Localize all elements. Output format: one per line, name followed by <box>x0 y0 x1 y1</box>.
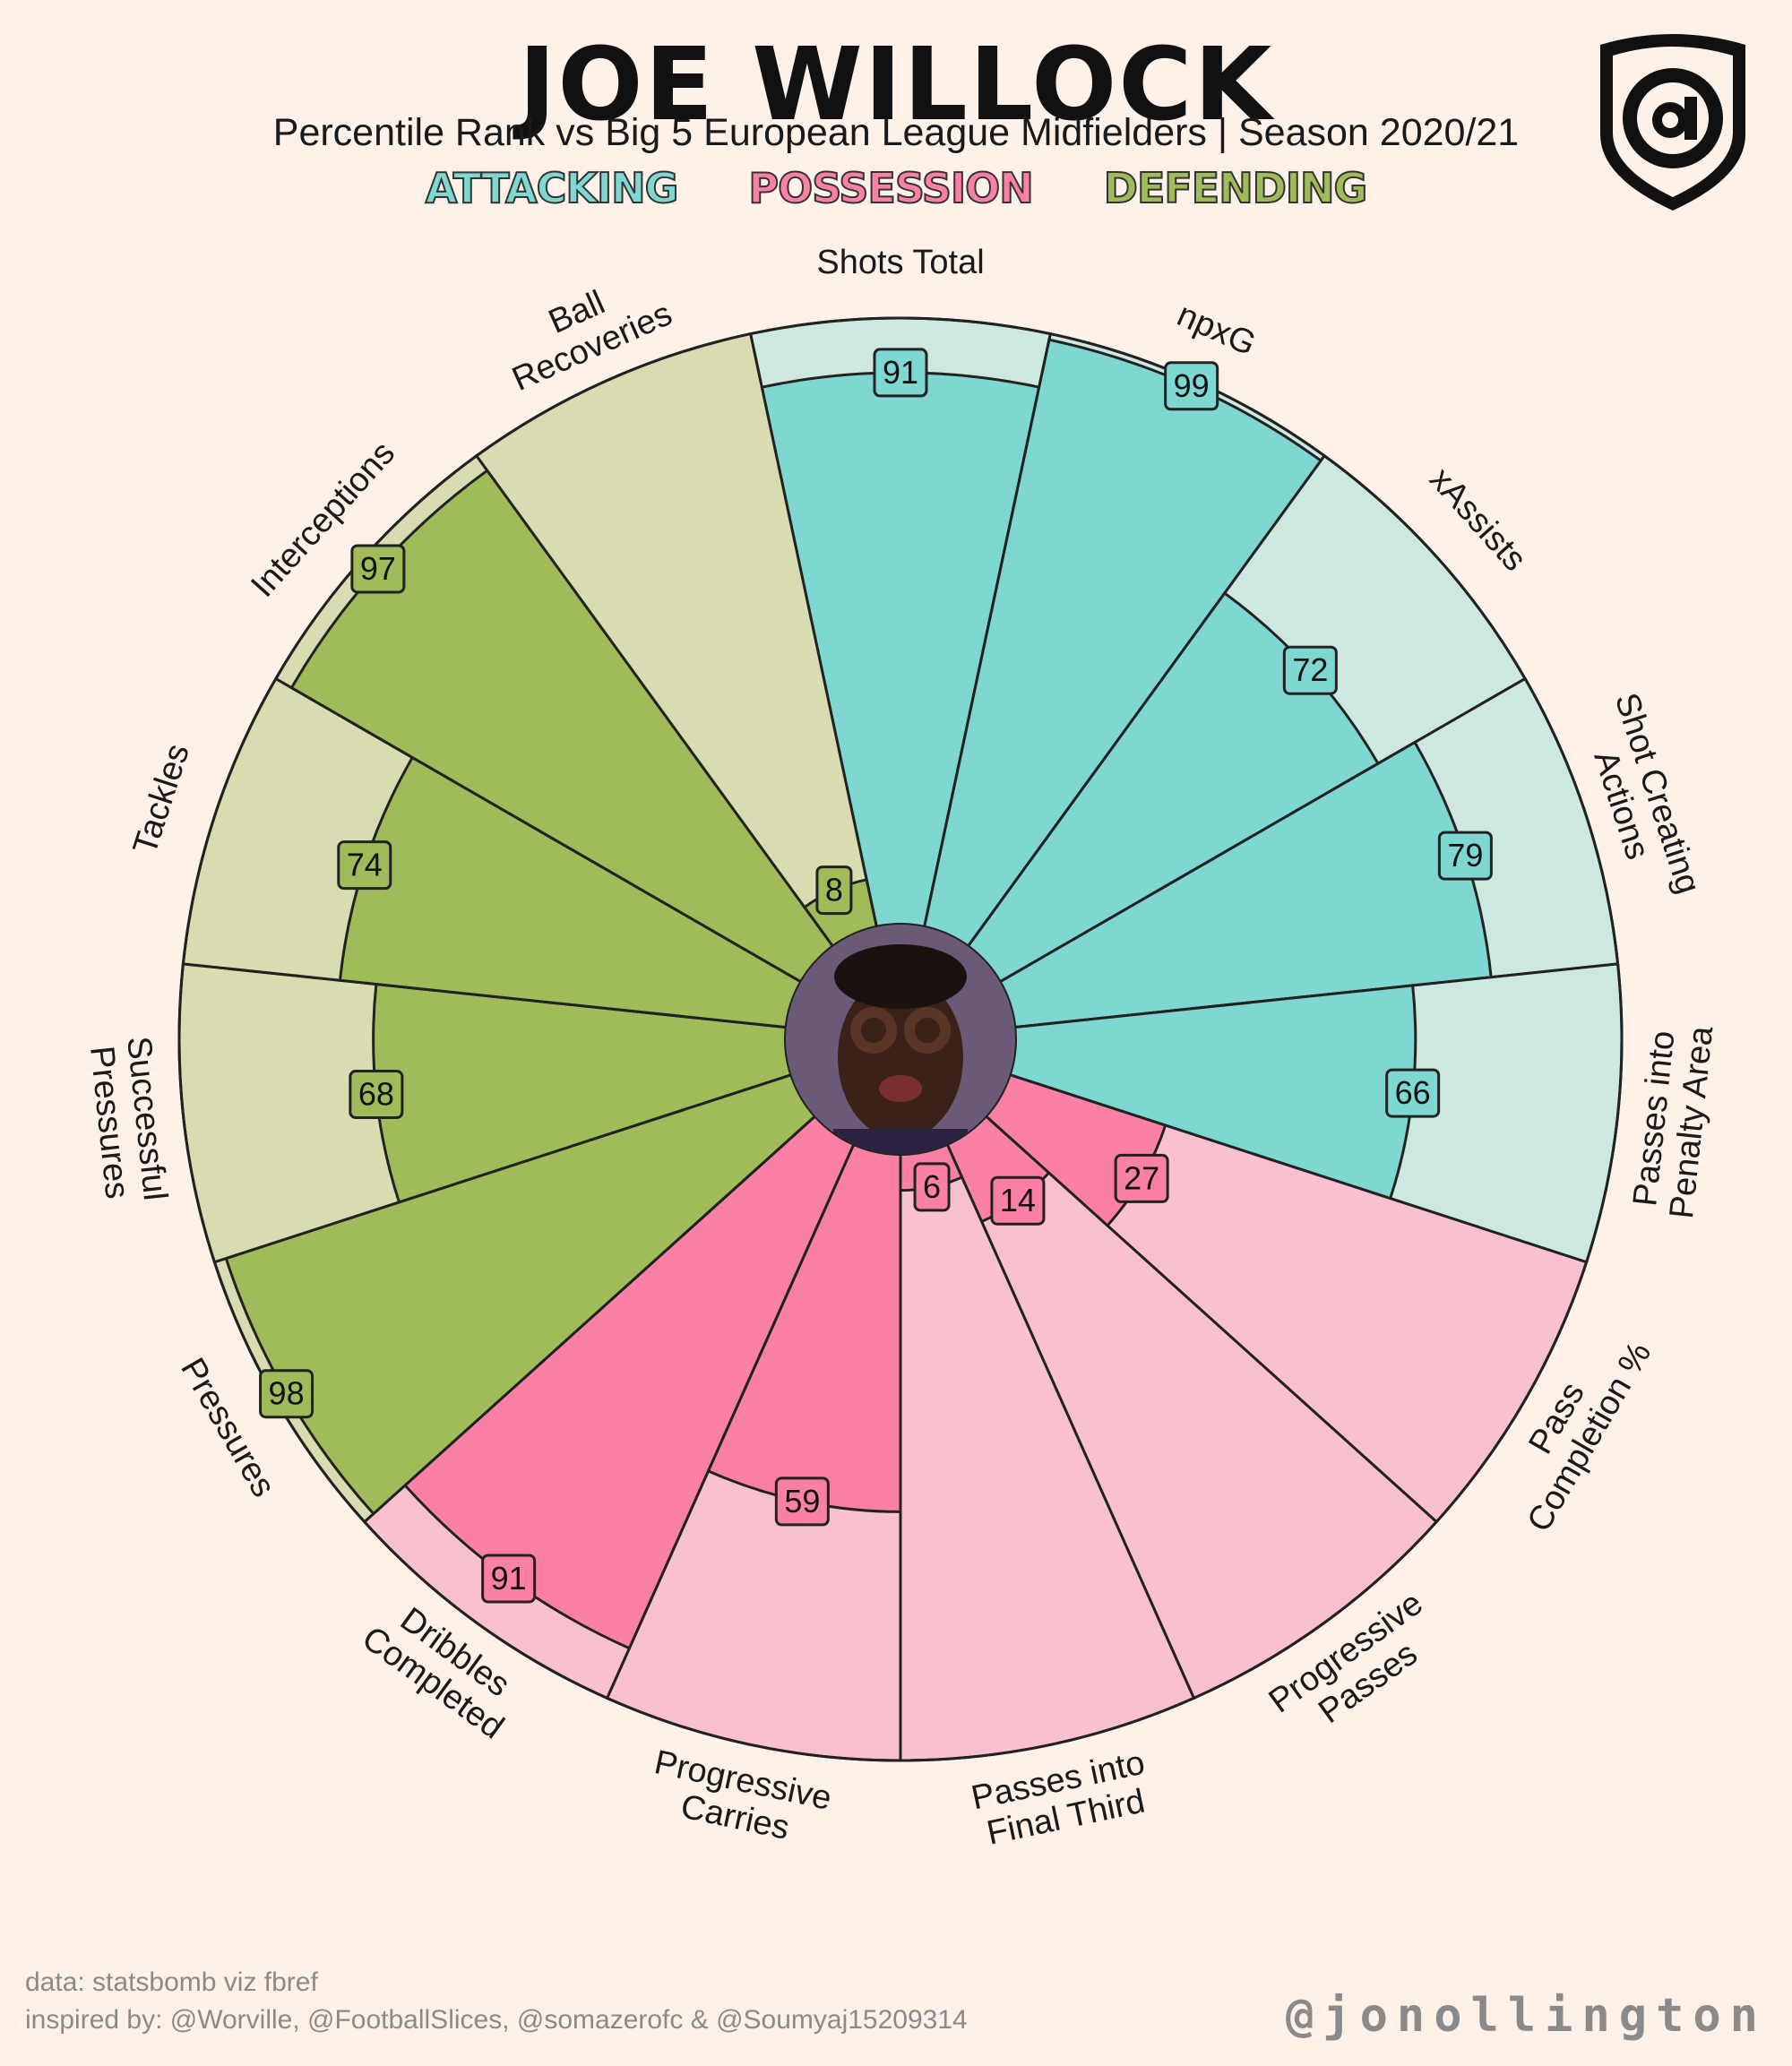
value-label-14: 97 <box>350 544 406 594</box>
svg-text:91: 91 <box>491 1560 527 1597</box>
value-label-15: 8 <box>815 865 853 916</box>
legend: ATTACKING POSSESSION DEFENDING <box>0 163 1792 213</box>
svg-text:91: 91 <box>883 354 918 391</box>
svg-text:98: 98 <box>269 1375 305 1412</box>
author-handle: @jonollington <box>1286 1989 1767 2043</box>
svg-text:8: 8 <box>825 872 843 908</box>
svg-text:99: 99 <box>1174 367 1210 404</box>
value-label-3: 72 <box>1282 645 1338 695</box>
category-label-9: ProgressiveCarries <box>643 1743 835 1855</box>
category-label-12: SuccessfulPressures <box>82 1035 174 1207</box>
svg-text:72: 72 <box>1292 651 1328 688</box>
category-label-13: Tackles <box>126 739 197 858</box>
svg-text:74: 74 <box>347 847 383 883</box>
page-title: JOE WILLOCK <box>518 27 1274 143</box>
shield-at-icon <box>1600 34 1745 211</box>
category-label-5: Passes intoPenalty Area <box>1625 1020 1720 1220</box>
value-label-12: 68 <box>349 1070 404 1120</box>
outer-ring <box>177 316 1624 1762</box>
data-source: data: statsbomb viz fbref <box>25 1967 318 1997</box>
svg-text:59: 59 <box>784 1483 820 1519</box>
page-subtitle: Percentile Rank vs Big 5 European League… <box>272 111 1520 154</box>
player-photo <box>784 923 1017 1156</box>
value-label-11: 98 <box>259 1369 314 1419</box>
value-label-6: 27 <box>1114 1153 1169 1203</box>
value-label-10: 91 <box>481 1554 537 1604</box>
value-label-9: 59 <box>774 1476 830 1527</box>
svg-text:66: 66 <box>1395 1074 1431 1111</box>
value-label-1: 91 <box>873 348 928 398</box>
svg-text:97: 97 <box>360 550 396 587</box>
svg-text:79: 79 <box>1447 837 1483 874</box>
svg-text:14: 14 <box>1000 1182 1036 1218</box>
inspired-by: inspired by: @Worville, @FootballSlices,… <box>25 2005 968 2035</box>
value-label-5: 66 <box>1385 1068 1441 1118</box>
legend-attacking: ATTACKING <box>425 163 680 213</box>
category-label-1: Shots Total <box>816 244 984 281</box>
category-label-8: Passes intoFinal Third <box>968 1744 1156 1855</box>
value-label-7: 14 <box>990 1175 1046 1226</box>
category-label-2: npxG <box>1172 296 1262 363</box>
value-label-8: 6 <box>913 1162 951 1212</box>
value-label-2: 99 <box>1164 361 1219 411</box>
legend-defending: DEFENDING <box>1103 163 1369 213</box>
svg-text:68: 68 <box>358 1076 394 1113</box>
svg-text:27: 27 <box>1124 1159 1159 1196</box>
value-label-13: 74 <box>337 840 392 891</box>
value-label-4: 79 <box>1437 831 1493 881</box>
svg-text:6: 6 <box>923 1168 941 1205</box>
legend-possession: POSSESSION <box>747 163 1034 213</box>
